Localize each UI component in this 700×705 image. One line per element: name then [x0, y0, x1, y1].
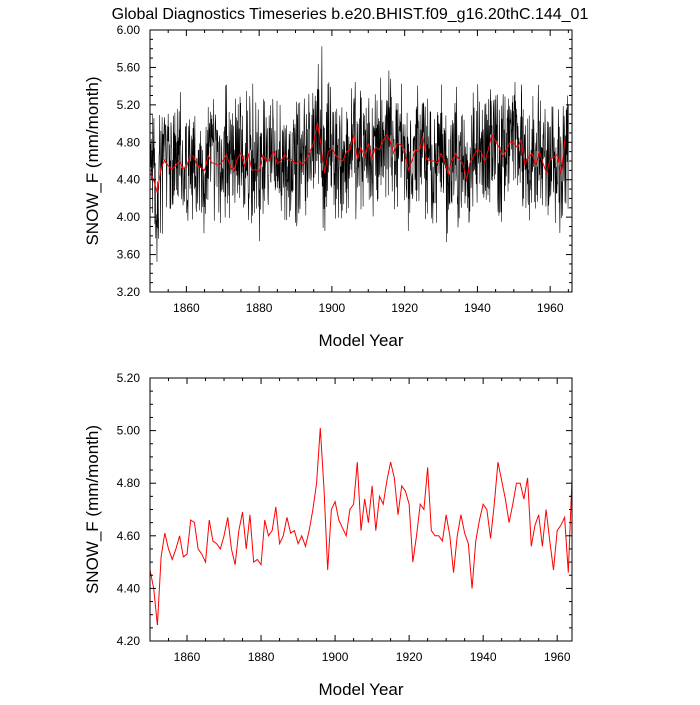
x-tick-label: 1880	[248, 650, 275, 664]
y-tick-label: 4.20	[117, 634, 141, 648]
y-axis-label: SNOW_F (mm/month)	[83, 425, 102, 594]
y-tick-label: 4.40	[117, 581, 141, 595]
y-tick-label: 5.00	[117, 424, 141, 438]
x-tick-label: 1940	[464, 301, 491, 315]
x-tick-label: 1860	[173, 301, 200, 315]
y-axis-label: SNOW_F (mm/month)	[83, 76, 102, 245]
y-tick-label: 4.60	[117, 529, 141, 543]
x-tick-label: 1960	[537, 301, 564, 315]
y-tick-label: 5.60	[117, 60, 141, 74]
y-tick-label: 6.00	[117, 23, 141, 37]
x-tick-label: 1860	[174, 650, 201, 664]
x-tick-label: 1880	[246, 301, 273, 315]
plot-frame	[150, 378, 572, 641]
x-tick-label: 1940	[470, 650, 497, 664]
y-tick-label: 4.80	[117, 476, 141, 490]
series-line-annual	[150, 428, 572, 625]
y-tick-label: 5.20	[117, 371, 141, 385]
top-panel: 1860 1880 1900 1920 1940 1960 3.20 3.60 4.00 4.40…	[83, 23, 572, 350]
chart-title: Global Diagnostics Timeseries b.e20.BHIS…	[112, 6, 589, 23]
x-axis-label: Model Year	[318, 331, 403, 350]
y-tick-label: 4.00	[117, 210, 141, 224]
x-tick-label: 1920	[391, 301, 418, 315]
y-tick-label: 4.40	[117, 173, 141, 187]
y-tick-label: 4.80	[117, 135, 141, 149]
x-tick-label: 1960	[544, 650, 571, 664]
x-tick-label: 1900	[322, 650, 349, 664]
x-tick-label: 1900	[319, 301, 346, 315]
plot-area	[150, 46, 568, 262]
bottom-panel: 1860 1880 1900 1920 1940 1960 4.20 4.40 4.60 4.80…	[83, 371, 572, 699]
x-tick-label: 1920	[396, 650, 423, 664]
plot-area	[150, 428, 572, 625]
x-axis-label: Model Year	[318, 680, 403, 699]
y-tick-label: 3.60	[117, 248, 141, 262]
y-tick-label: 3.20	[117, 285, 141, 299]
y-tick-label: 5.20	[117, 98, 141, 112]
